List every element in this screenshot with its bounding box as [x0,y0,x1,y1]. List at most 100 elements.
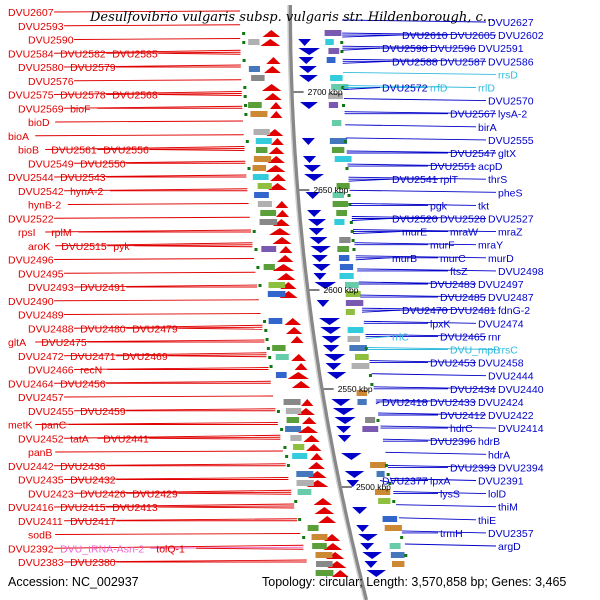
marker-left [256,266,260,269]
gene-label-arok: aroK [28,241,50,253]
gene-label-dvu2435: DVU2435 [18,475,64,487]
minus-strand-arrow [314,507,335,514]
leader-line [55,450,283,453]
gene-label-dvu2472: DVU2472 [18,351,64,363]
marker-right [343,140,347,143]
feature-block-left [268,282,286,288]
minus-strand-arrow [272,219,290,226]
leader-line [349,189,497,193]
plus-strand-arrow [311,255,328,262]
gene-label-dvu2423: DVU2423 [28,488,74,500]
feature-block-left [255,138,272,144]
leader-line [126,326,263,329]
feature-block-right [345,300,364,306]
leader-line [55,242,253,247]
gene-label-biod: bioD [28,117,50,129]
minus-strand-arrow [269,102,283,109]
plus-strand-arrow [320,327,341,334]
gene-label-hyna-2: hynA-2 [70,186,103,198]
plus-strand-arrow [364,561,378,568]
plus-strand-arrow [356,525,369,532]
gene-label-dvu2417: DVU2417 [70,516,116,528]
plus-strand-arrow [307,219,327,226]
gene-label-tkt: tkt [478,200,489,212]
leader-line [354,242,477,246]
gene-label-dvu2483: DVU2483 [430,279,476,291]
gene-label-dvu2452: DVU2452 [18,433,64,445]
leader-line [375,399,477,403]
leader-line [106,51,241,54]
leader-line [74,367,269,370]
leader-line [196,547,304,550]
gene-label-dvu2424: DVU2424 [478,397,524,409]
feature-block-right [326,57,336,63]
gene-label-dvu2567: DVU2567 [450,109,496,121]
minus-strand-arrow [308,462,325,469]
feature-block-right [347,327,364,333]
feature-block-left [285,408,302,414]
gene-label-metk: metK [8,420,33,432]
leader-line [347,163,477,167]
gene-label-dvu2575: DVU2575 [8,90,54,102]
gene-label-dvu2568: DVU2568 [112,90,158,102]
leader-line [64,395,274,398]
leader-line [362,307,497,311]
leader-line [54,258,254,260]
gene-label-dvu2426: DVU2426 [80,488,126,500]
gene-label-dvu2453: DVU2453 [430,358,476,370]
feature-block-left [296,471,314,477]
gene-label-dvu2422: DVU2422 [488,410,534,422]
plus-strand-arrow [298,39,312,46]
gene-label-dvu2391: DVU2391 [478,476,524,488]
leader-line [74,160,246,164]
leader-line [74,38,241,40]
feature-block-right [390,552,405,558]
marker-right [351,239,355,242]
plus-strand-arrow [299,75,318,82]
leader-line [64,64,241,68]
leader-line [54,216,250,219]
minus-strand-arrow [287,372,309,379]
leader-line [343,85,477,88]
map-title: Desulfovibrio vulgaris subsp. vulgaris s… [89,10,495,25]
gene-label-murd: murD [488,253,514,265]
plus-strand-arrow [325,363,342,370]
leader-line [35,134,244,137]
leader-line [97,436,281,439]
leader-line [367,347,497,350]
gene-label-dvu2394: DVU2394 [498,462,544,474]
gene-label-dvu2416: DVU2416 [8,502,54,514]
marker-left [247,167,251,170]
leader-line [355,257,391,261]
kbp-tick-label: 2550 kbp [338,384,373,394]
feature-block-right [389,543,401,549]
feature-block-right [334,156,352,162]
feature-block-left [254,192,269,198]
gene-label-dvu2605: DVU2605 [450,30,496,42]
leader-line [342,47,381,51]
leader-line [363,320,477,324]
gene-label-dvu2570: DVU2570 [488,96,534,108]
minus-strand-arrow [269,228,291,235]
gene-label-lpxa: lpxA [430,476,450,488]
marker-left [254,248,258,251]
leader-line [64,188,248,192]
leader-line [74,324,263,329]
marker-left [242,32,246,35]
marker-left [243,95,247,98]
leader-line [350,202,477,206]
gene-label-dvu2556: DVU2556 [103,145,149,157]
gene-label-ftsz: ftsZ [450,266,468,278]
marker-right [400,536,404,539]
leader-line [54,503,295,508]
marker-left [266,347,270,350]
marker-left [268,356,272,359]
marker-left [286,464,290,467]
feature-block-left [272,345,286,351]
gene-label-rrsc: rrsC [498,345,518,357]
marker-right [340,41,344,44]
gene-label-rrsd: rrsD [498,69,518,81]
feature-block-left [257,183,272,189]
gene-label-dvu2464: DVU2464 [8,378,54,390]
plus-strand-arrow [308,228,325,235]
